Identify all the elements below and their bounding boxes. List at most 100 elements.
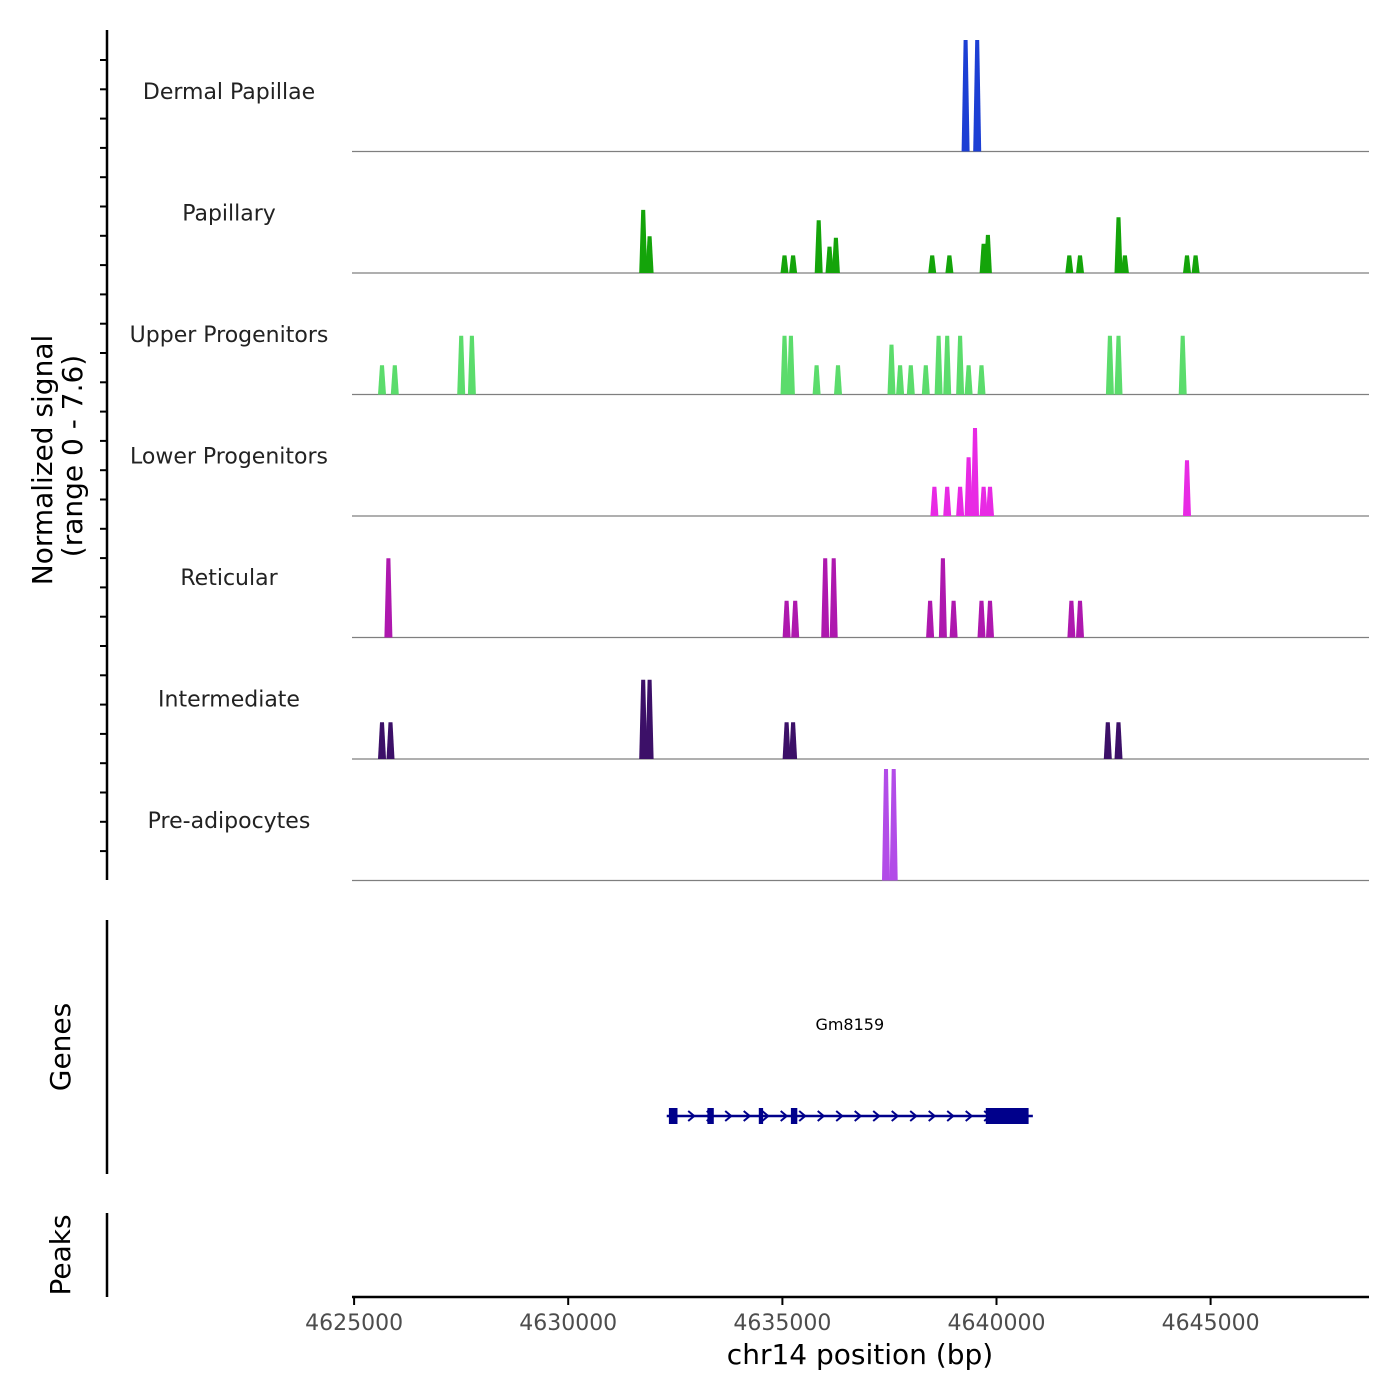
gene-exon xyxy=(758,1108,764,1124)
signal-peak xyxy=(782,722,791,759)
signal-peak xyxy=(896,365,905,395)
signal-peak xyxy=(812,365,821,395)
signal-peak xyxy=(457,335,466,395)
signal-peak xyxy=(945,255,954,273)
x-axis: 4625000 4630000 4635000 4640000 4645000 xyxy=(305,1297,1260,1336)
signal-peak xyxy=(977,365,986,395)
signal-peak xyxy=(961,40,970,152)
signal-peak xyxy=(1114,722,1123,759)
genes-panel: Gm8159 xyxy=(666,1015,1033,1124)
signal-peak xyxy=(934,335,943,395)
signal-peak xyxy=(906,365,915,395)
signal-peak xyxy=(964,365,973,395)
strand-arrow xyxy=(817,1110,826,1122)
signal-peak xyxy=(378,365,386,395)
signal-peak xyxy=(814,220,823,273)
signal-peak xyxy=(889,769,898,881)
signal-peak xyxy=(986,600,994,638)
signal-peak xyxy=(645,679,654,759)
coverage-tracks: Dermal Papillae Papillary Upper Progenitor… xyxy=(130,40,1369,882)
signal-peak xyxy=(882,769,890,881)
signal-peak xyxy=(791,600,800,638)
track-label-papillary: Papillary xyxy=(182,202,276,227)
x-tick-label: 4625000 xyxy=(305,1311,403,1336)
strand-arrow xyxy=(835,1110,844,1122)
signal-peak xyxy=(1120,255,1129,273)
signal-peak xyxy=(829,558,838,638)
signal-peak xyxy=(831,237,840,273)
signal-peak xyxy=(780,335,789,395)
signal-peak xyxy=(386,722,395,759)
signal-peak xyxy=(979,486,988,516)
strand-arrow xyxy=(946,1110,955,1122)
signal-peak xyxy=(825,246,834,273)
x-tick-label: 4640000 xyxy=(948,1311,1046,1336)
strand-arrow xyxy=(928,1110,937,1122)
signal-peak xyxy=(786,335,795,395)
strand-arrow xyxy=(798,1110,807,1122)
signal-peak xyxy=(639,679,648,759)
strand-arrow xyxy=(909,1110,918,1122)
strand-arrow xyxy=(891,1110,900,1122)
track-label-reticular: Reticular xyxy=(180,566,278,591)
signal-peak xyxy=(921,365,930,395)
signal-peak xyxy=(1067,600,1076,638)
signal-y-axis xyxy=(100,30,109,880)
track-label-dermal-papillae: Dermal Papillae xyxy=(143,80,315,105)
signal-peak xyxy=(887,344,896,395)
signal-peak xyxy=(384,558,393,638)
signal-peak xyxy=(938,558,947,638)
signal-peak xyxy=(1114,217,1123,273)
peaks-panel-title: Peaks xyxy=(44,1214,77,1295)
gene-exon xyxy=(707,1108,714,1124)
signal-peak xyxy=(973,40,982,152)
signal-peak xyxy=(983,234,992,273)
track-label-pre-adipocytes: Pre-adipocytes xyxy=(148,809,311,834)
signal-axis-title: Normalized signal xyxy=(26,335,59,586)
gene-exon xyxy=(790,1108,798,1124)
signal-peak xyxy=(1183,460,1191,516)
strand-arrow xyxy=(872,1110,881,1122)
signal-peak xyxy=(467,335,476,395)
gene-exon xyxy=(668,1108,678,1124)
signal-peak xyxy=(926,600,935,638)
gene-exon xyxy=(985,1108,1029,1124)
signal-peak xyxy=(930,486,939,516)
strand-arrow xyxy=(743,1110,752,1122)
signal-peak xyxy=(1065,255,1074,273)
signal-peak xyxy=(956,486,965,516)
signal-peak xyxy=(928,255,937,273)
strand-arrow xyxy=(724,1110,733,1122)
signal-peak xyxy=(834,365,842,395)
track-label-upper-progenitors: Upper Progenitors xyxy=(130,323,329,348)
x-axis-title: chr14 position (bp) xyxy=(727,1338,993,1371)
signal-peak xyxy=(789,255,798,273)
signal-peak xyxy=(964,457,973,516)
x-tick-label: 4630000 xyxy=(519,1311,617,1336)
signal-peak xyxy=(378,722,386,759)
gene-label: Gm8159 xyxy=(815,1015,884,1034)
signal-peak xyxy=(782,600,791,638)
signal-peak xyxy=(645,236,654,273)
strand-arrow xyxy=(687,1110,696,1122)
signal-peak xyxy=(986,486,994,516)
strand-arrow xyxy=(965,1110,974,1122)
x-tick-label: 4645000 xyxy=(1162,1311,1260,1336)
signal-peak xyxy=(956,335,965,395)
signal-peak xyxy=(821,558,830,638)
signal-peak xyxy=(949,600,958,638)
signal-peak xyxy=(789,722,798,759)
track-label-intermediate: Intermediate xyxy=(158,688,300,713)
strand-arrow xyxy=(761,1110,770,1122)
signal-peak xyxy=(943,486,952,516)
track-label-lower-progenitors: Lower Progenitors xyxy=(130,445,328,470)
signal-peak xyxy=(1114,335,1123,395)
strand-arrow xyxy=(854,1110,863,1122)
signal-peak xyxy=(639,209,648,273)
signal-peak xyxy=(780,255,789,273)
x-tick-label: 4635000 xyxy=(733,1311,831,1336)
signal-peak xyxy=(1076,255,1084,273)
signal-peak xyxy=(1076,600,1084,638)
signal-peak xyxy=(1103,722,1112,759)
